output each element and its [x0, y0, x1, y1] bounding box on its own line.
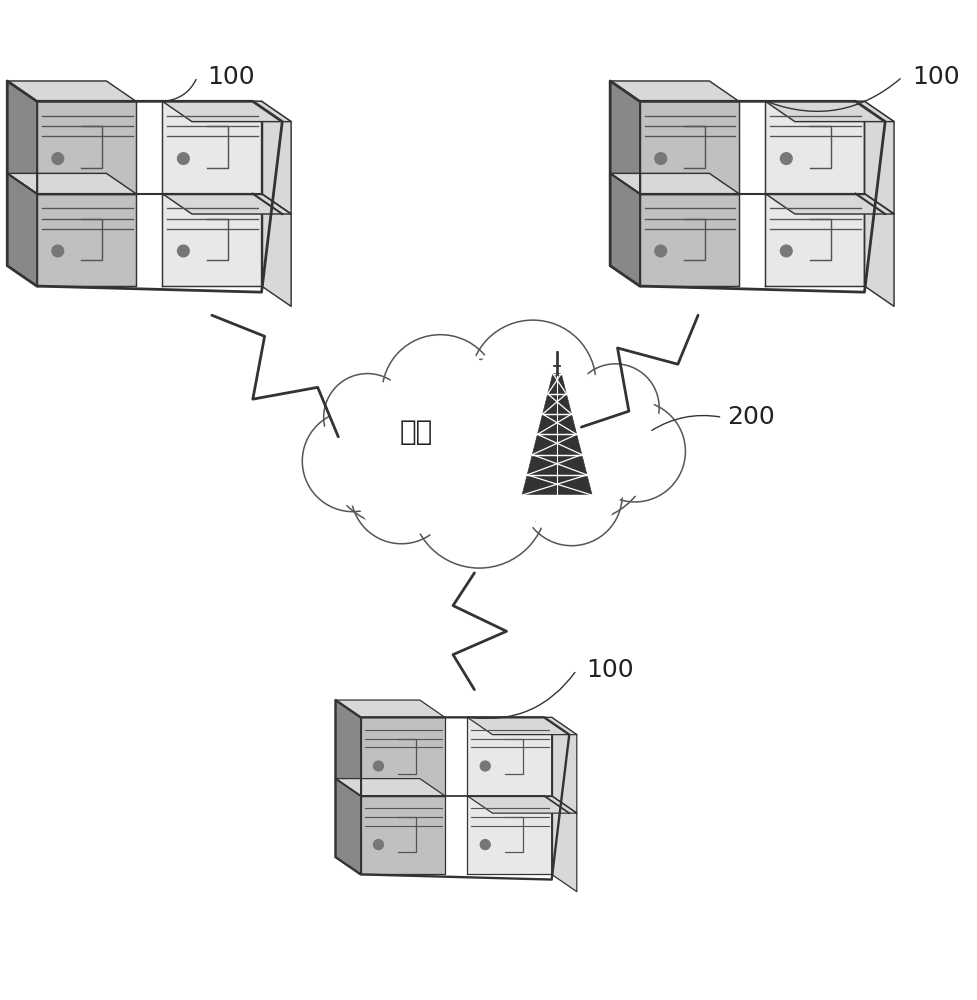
Circle shape — [655, 153, 666, 164]
Polygon shape — [7, 173, 136, 194]
Polygon shape — [765, 194, 893, 214]
Text: 200: 200 — [727, 405, 774, 429]
Polygon shape — [467, 796, 551, 874]
Circle shape — [52, 245, 64, 257]
Polygon shape — [551, 717, 576, 813]
Circle shape — [576, 369, 654, 446]
Circle shape — [373, 761, 383, 771]
Polygon shape — [335, 779, 361, 874]
Circle shape — [178, 245, 189, 257]
Text: 100: 100 — [912, 65, 958, 89]
Polygon shape — [639, 101, 739, 194]
Circle shape — [411, 369, 566, 524]
Circle shape — [302, 411, 403, 512]
Polygon shape — [610, 81, 639, 194]
Circle shape — [326, 386, 466, 526]
Polygon shape — [610, 173, 639, 286]
Circle shape — [780, 153, 791, 164]
Polygon shape — [467, 717, 551, 796]
Text: 100: 100 — [585, 658, 633, 682]
Polygon shape — [162, 101, 261, 194]
Circle shape — [655, 245, 666, 257]
Circle shape — [382, 335, 498, 451]
Polygon shape — [261, 101, 291, 214]
Circle shape — [351, 443, 451, 544]
Polygon shape — [522, 374, 591, 495]
Circle shape — [521, 445, 621, 546]
Circle shape — [590, 407, 679, 496]
Polygon shape — [361, 796, 445, 874]
Circle shape — [477, 328, 588, 439]
Polygon shape — [162, 101, 291, 122]
Polygon shape — [7, 173, 37, 286]
Polygon shape — [864, 194, 893, 306]
Polygon shape — [610, 81, 739, 101]
Polygon shape — [639, 194, 739, 286]
Polygon shape — [467, 796, 576, 813]
Circle shape — [469, 320, 595, 447]
Polygon shape — [467, 717, 576, 735]
Circle shape — [583, 401, 685, 502]
Polygon shape — [765, 194, 864, 286]
Polygon shape — [162, 194, 261, 286]
Circle shape — [527, 451, 616, 540]
Polygon shape — [610, 173, 739, 194]
Circle shape — [410, 432, 547, 568]
Circle shape — [480, 761, 489, 771]
Polygon shape — [37, 194, 136, 286]
Circle shape — [402, 359, 575, 534]
Circle shape — [572, 364, 658, 451]
Polygon shape — [335, 700, 445, 717]
Polygon shape — [261, 194, 291, 306]
Polygon shape — [765, 101, 893, 122]
Circle shape — [511, 381, 651, 521]
Circle shape — [780, 245, 791, 257]
Text: 100: 100 — [207, 65, 254, 89]
Circle shape — [519, 390, 642, 513]
Circle shape — [328, 379, 405, 456]
Circle shape — [419, 440, 538, 560]
Circle shape — [52, 153, 64, 164]
Polygon shape — [7, 81, 136, 101]
Circle shape — [480, 840, 489, 850]
Polygon shape — [765, 101, 864, 194]
Polygon shape — [162, 194, 291, 214]
Circle shape — [178, 153, 189, 164]
Polygon shape — [335, 700, 361, 796]
Polygon shape — [361, 717, 445, 796]
Polygon shape — [551, 796, 576, 892]
Polygon shape — [864, 101, 893, 214]
Circle shape — [389, 342, 491, 444]
Polygon shape — [37, 101, 136, 194]
Circle shape — [323, 374, 410, 461]
Circle shape — [335, 395, 458, 518]
Text: 网络: 网络 — [399, 418, 432, 446]
Circle shape — [373, 840, 383, 850]
Circle shape — [357, 449, 446, 538]
Circle shape — [308, 417, 397, 506]
Polygon shape — [7, 81, 37, 194]
Polygon shape — [335, 779, 445, 796]
